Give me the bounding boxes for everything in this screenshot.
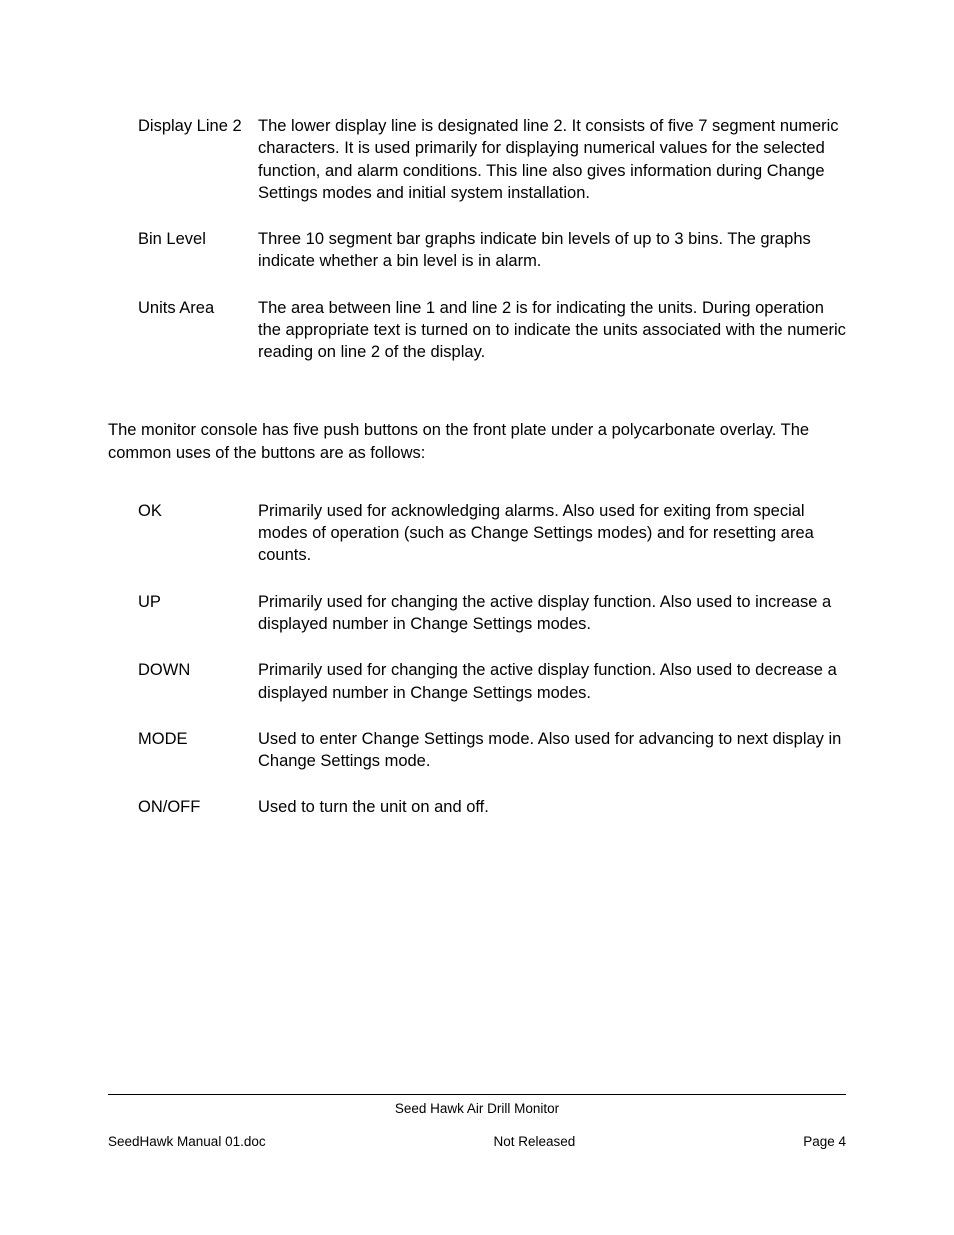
definition-description: Primarily used for changing the active d… bbox=[258, 591, 846, 636]
definition-term: DOWN bbox=[138, 659, 258, 704]
definition-row: MODE Used to enter Change Settings mode.… bbox=[138, 728, 846, 773]
definition-term: MODE bbox=[138, 728, 258, 773]
definition-description: The lower display line is designated lin… bbox=[258, 115, 846, 204]
footer-info-row: SeedHawk Manual 01.doc Not Released Page… bbox=[108, 1134, 846, 1149]
definition-term: OK bbox=[138, 500, 258, 567]
definition-description: Primarily used for acknowledging alarms.… bbox=[258, 500, 846, 567]
definition-description: Three 10 segment bar graphs indicate bin… bbox=[258, 228, 846, 273]
footer-status: Not Released bbox=[494, 1134, 576, 1149]
definition-row: OK Primarily used for acknowledging alar… bbox=[138, 500, 846, 567]
definition-term: Units Area bbox=[138, 297, 258, 364]
footer-title: Seed Hawk Air Drill Monitor bbox=[108, 1101, 846, 1116]
footer-rule bbox=[108, 1094, 846, 1095]
definition-description: Used to enter Change Settings mode. Also… bbox=[258, 728, 846, 773]
definition-row: Display Line 2 The lower display line is… bbox=[138, 115, 846, 204]
body-paragraph: The monitor console has five push button… bbox=[108, 419, 846, 464]
definition-term: ON/OFF bbox=[138, 796, 258, 818]
definition-description: The area between line 1 and line 2 is fo… bbox=[258, 297, 846, 364]
definition-description: Primarily used for changing the active d… bbox=[258, 659, 846, 704]
definitions-section-1: Display Line 2 The lower display line is… bbox=[138, 115, 846, 363]
page-footer: Seed Hawk Air Drill Monitor SeedHawk Man… bbox=[108, 1094, 846, 1149]
definition-row: ON/OFF Used to turn the unit on and off. bbox=[138, 796, 846, 818]
document-page: Display Line 2 The lower display line is… bbox=[0, 0, 954, 1235]
definition-description: Used to turn the unit on and off. bbox=[258, 796, 846, 818]
footer-page-number: Page 4 bbox=[803, 1134, 846, 1149]
definition-term: UP bbox=[138, 591, 258, 636]
definitions-section-2: OK Primarily used for acknowledging alar… bbox=[138, 500, 846, 819]
definition-row: UP Primarily used for changing the activ… bbox=[138, 591, 846, 636]
definition-term: Display Line 2 bbox=[138, 115, 258, 204]
definition-term: Bin Level bbox=[138, 228, 258, 273]
definition-row: Bin Level Three 10 segment bar graphs in… bbox=[138, 228, 846, 273]
definition-row: DOWN Primarily used for changing the act… bbox=[138, 659, 846, 704]
definition-row: Units Area The area between line 1 and l… bbox=[138, 297, 846, 364]
footer-doc-name: SeedHawk Manual 01.doc bbox=[108, 1134, 266, 1149]
